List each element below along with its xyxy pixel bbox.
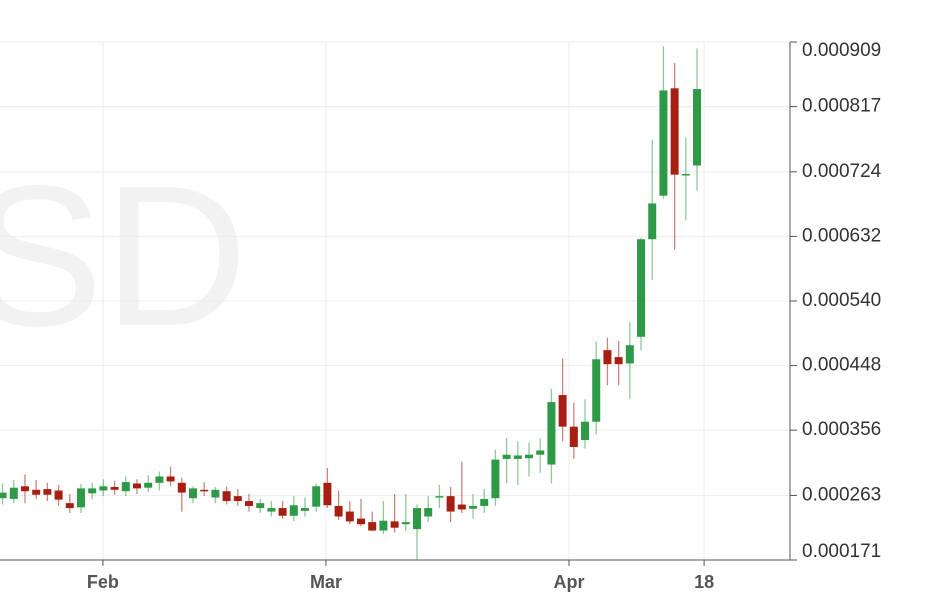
candle-body	[491, 459, 500, 499]
candle-body	[312, 486, 321, 507]
candle-body	[693, 89, 702, 166]
y-tick-label: 0.000356	[802, 419, 881, 440]
candle-body	[547, 402, 556, 465]
candle-body	[569, 426, 578, 447]
candle-body	[0, 492, 7, 499]
candle-body	[536, 450, 545, 455]
candle-body	[144, 482, 153, 488]
candle-body	[435, 496, 444, 498]
y-tick-label: 0.000817	[802, 96, 881, 117]
candle-body	[525, 454, 534, 459]
candle-body	[99, 486, 108, 491]
x-tick-label: 18	[694, 572, 714, 592]
candle-body	[401, 522, 410, 525]
candle-body	[592, 359, 601, 422]
candle-body	[457, 504, 466, 510]
candle-body	[681, 173, 690, 176]
candle-body	[233, 496, 242, 502]
candle-body	[278, 508, 287, 516]
x-tick-label: Feb	[87, 572, 119, 592]
candle-body	[9, 487, 18, 499]
candle-body	[132, 483, 141, 489]
candle-body	[379, 520, 388, 531]
candle-body	[670, 88, 679, 175]
candle-body	[357, 518, 366, 525]
candle-body	[289, 505, 298, 516]
candle-body	[211, 489, 220, 498]
candle-body	[603, 350, 612, 365]
candle-body	[637, 239, 646, 337]
candle-body	[155, 476, 164, 483]
candle-body	[88, 488, 97, 494]
candle-body	[648, 203, 657, 240]
y-tick-label: 0.000171	[802, 541, 881, 562]
candle-body	[188, 488, 197, 499]
candle-body	[20, 486, 29, 492]
candle-body	[480, 498, 489, 506]
candle-body	[110, 487, 119, 490]
candle-body	[625, 345, 634, 364]
candle-body	[200, 489, 209, 492]
y-tick-label: 0.000540	[802, 290, 881, 311]
candle-body	[659, 90, 668, 196]
candle-body	[65, 503, 74, 509]
candle-body	[469, 505, 478, 509]
watermark: SD	[0, 145, 248, 368]
candle-body	[502, 454, 511, 459]
candle-body	[345, 511, 354, 522]
y-tick-label: 0.000263	[802, 484, 881, 505]
candle-body	[368, 522, 377, 531]
x-tick-label: Apr	[554, 572, 585, 592]
candle-body	[301, 508, 310, 511]
candle-body	[177, 482, 186, 493]
candle-body	[513, 455, 522, 459]
candle-body	[323, 482, 332, 506]
candle-body	[581, 421, 590, 440]
candle-body	[424, 508, 433, 517]
candle-body	[446, 496, 455, 512]
candle-body	[334, 505, 343, 517]
candle-body	[558, 395, 567, 427]
candle-body	[614, 357, 623, 365]
candle-body	[76, 488, 85, 508]
y-tick-label: 0.000724	[802, 161, 882, 182]
candle-body	[267, 508, 276, 512]
y-tick-label: 0.000632	[802, 225, 881, 246]
candle-body	[54, 490, 63, 500]
candle-body	[121, 482, 130, 492]
candle-body	[43, 489, 52, 495]
y-tick-label: 0.000448	[802, 355, 881, 376]
x-tick-label: Mar	[310, 572, 342, 592]
candle-body	[32, 489, 41, 495]
candle-body	[390, 521, 399, 528]
y-tick-label: 0.000909	[802, 40, 881, 61]
candle-body	[256, 503, 265, 509]
candle-body	[222, 491, 231, 502]
candle-body	[413, 508, 422, 530]
candle-body	[244, 501, 253, 506]
candle-body	[166, 476, 175, 482]
